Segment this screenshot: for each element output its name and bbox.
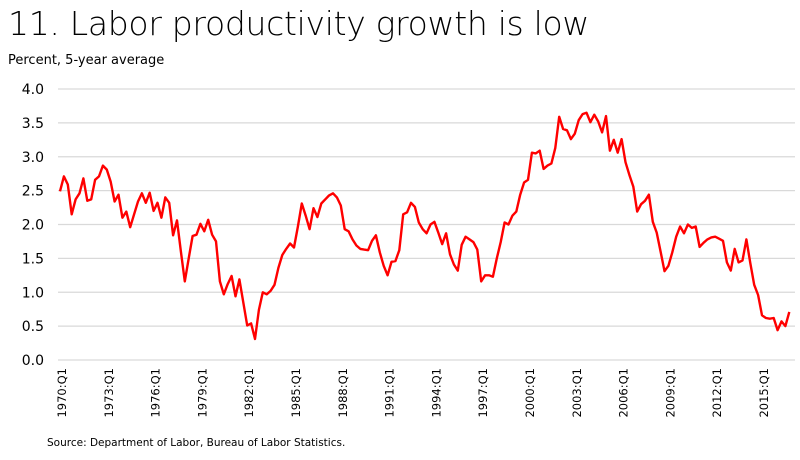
y-tick-label: 4.0 <box>22 82 44 98</box>
y-tick-label: 0.0 <box>22 353 44 369</box>
y-tick-label: 2.5 <box>22 184 44 200</box>
x-tick-label: 1988:Q1 <box>336 368 350 418</box>
x-tick-label: 2009:Q1 <box>663 368 677 418</box>
y-tick-label: 0.5 <box>22 319 44 335</box>
gridlines <box>58 88 795 361</box>
source-note: Source: Department of Labor, Bureau of L… <box>47 437 346 449</box>
x-tick-label: 1982:Q1 <box>242 368 256 418</box>
x-tick-label: 2015:Q1 <box>757 368 771 418</box>
x-tick-label: 1985:Q1 <box>289 368 303 418</box>
y-tick-label: 2.0 <box>22 218 44 234</box>
x-tick-label: 2000:Q1 <box>523 368 537 418</box>
y-tick-label: 1.0 <box>22 285 44 301</box>
y-tick-label: 1.5 <box>22 251 44 267</box>
x-axis-ticks: 1970:Q1 1973:Q1 1976:Q1 1979:Q1 1982:Q1 1985:… <box>55 368 771 418</box>
x-tick-label: 2006:Q1 <box>617 368 631 418</box>
y-tick-label: 3.5 <box>22 116 44 132</box>
x-tick-label: 1994:Q1 <box>429 368 443 418</box>
x-tick-label: 1976:Q1 <box>149 368 163 418</box>
x-tick-label: 2003:Q1 <box>570 368 584 418</box>
x-tick-label: 1973:Q1 <box>102 368 116 418</box>
x-tick-label: 1991:Q1 <box>383 368 397 418</box>
series-line <box>58 111 791 341</box>
chart-title: 11. Labor productivity growth is low <box>8 4 590 43</box>
y-axis-label: Percent, 5-year average <box>8 53 165 68</box>
x-tick-label: 1970:Q1 <box>55 368 69 418</box>
x-tick-label: 1979:Q1 <box>195 368 209 418</box>
series-lines <box>58 111 791 341</box>
x-tick-label: 2012:Q1 <box>710 368 724 418</box>
y-tick-label: 3.0 <box>22 150 44 166</box>
y-axis-ticks: 0.0 0.5 1.0 1.5 2.0 2.5 3.0 3.5 4.0 <box>22 82 44 369</box>
x-tick-label: 1997:Q1 <box>476 368 490 418</box>
